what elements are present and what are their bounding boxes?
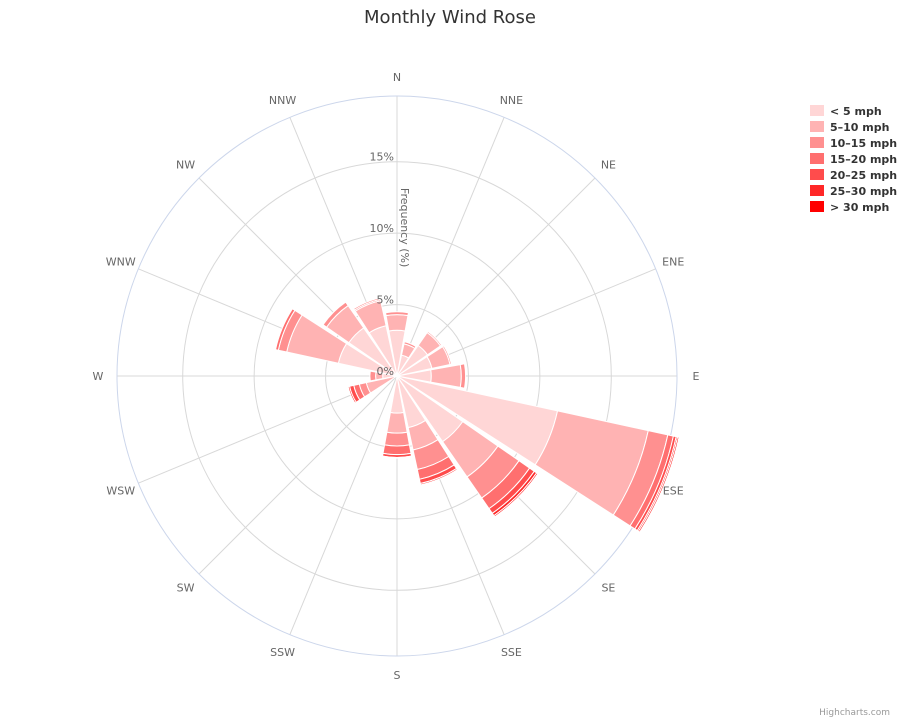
- direction-label: SE: [601, 581, 615, 594]
- legend-item[interactable]: < 5 mph: [830, 105, 882, 118]
- grid-spoke: [289, 375, 398, 635]
- outer-circle: [116, 95, 678, 657]
- legend-item[interactable]: 20–25 mph: [830, 169, 897, 182]
- bar-segment[interactable]: [384, 311, 410, 317]
- frequency-ticks: 0% 5% 10% 15%: [370, 151, 394, 378]
- legend-swatch[interactable]: [810, 153, 824, 164]
- y-axis-title: Frequency (%): [398, 188, 411, 267]
- legend-item[interactable]: 5–10 mph: [830, 121, 889, 134]
- legend-swatch[interactable]: [810, 201, 824, 212]
- grid-spoke: [198, 375, 398, 575]
- credits-link[interactable]: Highcharts.com: [819, 708, 890, 718]
- bar-segment[interactable]: [381, 455, 413, 459]
- bar-segment[interactable]: [385, 314, 409, 332]
- bar-segment[interactable]: [347, 385, 357, 404]
- direction-label: SSE: [501, 646, 522, 659]
- direction-label: WNW: [106, 256, 136, 269]
- direction-label: E: [693, 370, 700, 383]
- legend-swatch[interactable]: [810, 137, 824, 148]
- chart-title: Monthly Wind Rose: [364, 7, 536, 28]
- legend-swatch[interactable]: [810, 105, 824, 116]
- bar-segment[interactable]: [419, 467, 458, 486]
- legend-item[interactable]: 10–15 mph: [830, 137, 897, 150]
- tick-label: 5%: [377, 294, 394, 307]
- direction-label: W: [93, 370, 104, 383]
- direction-label: ENE: [662, 256, 684, 269]
- grid-spoke: [396, 117, 505, 377]
- tick-label: 15%: [370, 151, 394, 164]
- bar-segment[interactable]: [322, 301, 349, 328]
- bar-segment[interactable]: [426, 330, 443, 347]
- bar-segment[interactable]: [386, 411, 408, 434]
- legend-item[interactable]: > 30 mph: [830, 201, 889, 214]
- bar-segment[interactable]: [637, 436, 680, 533]
- legend: < 5 mph 5–10 mph 10–15 mph 15–20 mph 20–25 m…: [810, 105, 897, 214]
- bar-segment[interactable]: [382, 444, 412, 456]
- direction-label: N: [393, 71, 401, 84]
- direction-label: WSW: [106, 484, 135, 497]
- bar-segment[interactable]: [383, 431, 411, 447]
- bar-segment[interactable]: [441, 345, 453, 366]
- legend-swatch[interactable]: [810, 185, 824, 196]
- legend-swatch[interactable]: [810, 121, 824, 132]
- tick-label: 0%: [377, 365, 394, 378]
- direction-label: NNW: [269, 94, 296, 107]
- direction-label: NW: [176, 159, 195, 172]
- bar-segment[interactable]: [369, 370, 377, 382]
- bar-segment[interactable]: [403, 341, 417, 350]
- bar-segment[interactable]: [493, 472, 539, 518]
- wind-bars: [274, 297, 680, 533]
- direction-labels: N NNE NE ENE E ESE SE SSE S SSW SW WSW W WNW NW NNW: [93, 71, 700, 682]
- direction-label: NNE: [500, 94, 523, 107]
- direction-label: NE: [601, 159, 616, 172]
- tick-label: 10%: [370, 222, 394, 235]
- direction-label: ESE: [663, 484, 684, 497]
- bar-segment[interactable]: [353, 297, 381, 311]
- direction-label: SSW: [270, 646, 295, 659]
- direction-label: S: [394, 669, 401, 682]
- legend-item[interactable]: 15–20 mph: [830, 153, 897, 166]
- legend-swatch[interactable]: [810, 169, 824, 180]
- legend-item[interactable]: 25–30 mph: [830, 185, 897, 198]
- bar-segment[interactable]: [459, 363, 467, 389]
- direction-label: SW: [177, 581, 195, 594]
- bar-segment[interactable]: [274, 308, 296, 351]
